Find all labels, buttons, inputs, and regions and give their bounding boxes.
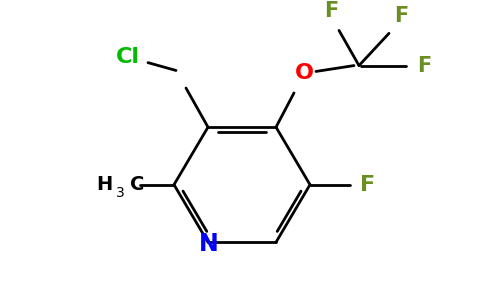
Text: C: C [130,175,144,194]
Text: F: F [361,175,376,195]
Text: N: N [199,232,219,256]
Text: Cl: Cl [116,47,140,67]
Text: F: F [324,1,338,21]
Text: 3: 3 [116,185,125,200]
Text: H: H [96,175,112,194]
Text: F: F [417,56,431,76]
Text: F: F [394,6,408,26]
Text: O: O [294,63,314,83]
